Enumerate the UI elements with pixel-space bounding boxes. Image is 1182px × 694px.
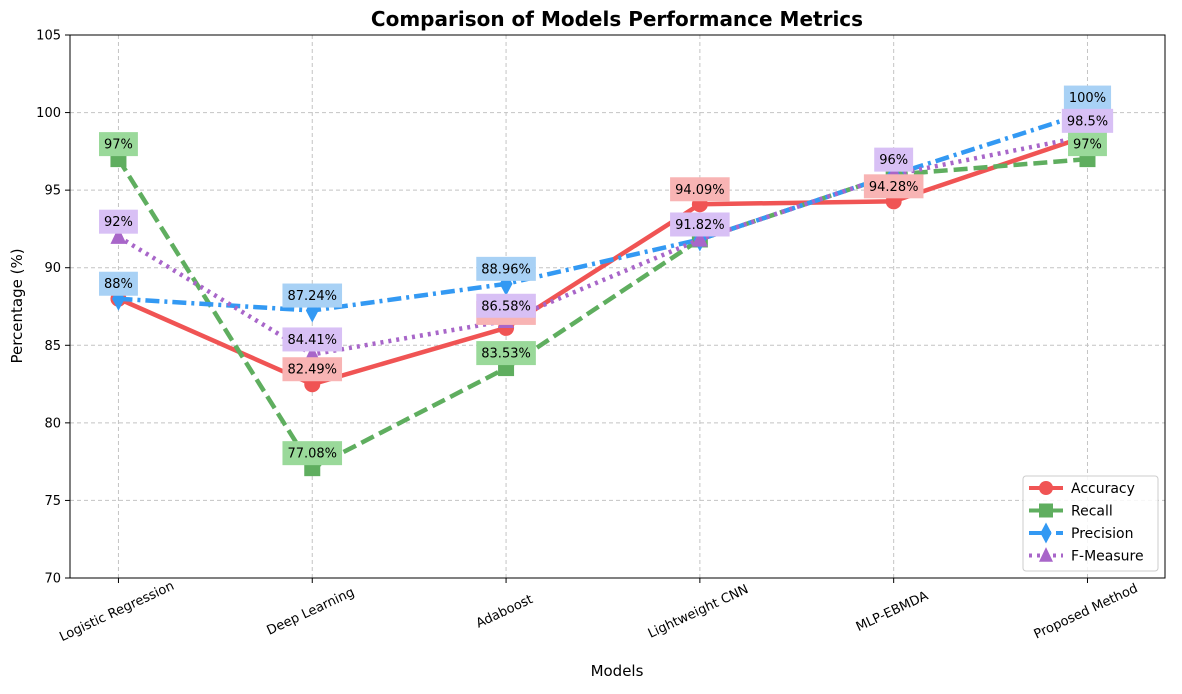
data-label-f-measure: 84.41% [287, 333, 337, 348]
series-line-f-measure [117, 133, 1088, 357]
point-f-measure [691, 229, 708, 247]
data-labels: 82.49%86.12%94.09%94.28%97%77.08%83.53%9… [98, 85, 1114, 466]
legend-label-accuracy: Accuracy [1071, 481, 1135, 497]
chart-title: Comparison of Models Performance Metrics [371, 7, 863, 31]
x-axis-label: Models [591, 662, 644, 680]
data-label-accuracy: 94.09% [675, 183, 725, 198]
x-tick-label: MLP-EBMDA [854, 589, 931, 635]
data-label-bg-precision [98, 271, 138, 296]
x-tick-label: Lightweight CNN [646, 582, 751, 642]
data-label-bg-recall [282, 441, 343, 466]
data-label-bg-f-measure [476, 293, 536, 318]
data-label-accuracy: 82.49% [287, 363, 337, 378]
data-label-recall: 97% [104, 138, 133, 153]
legend-label-f-measure: F-Measure [1071, 549, 1144, 565]
x-tick-label: Logistic Regression [57, 579, 176, 645]
data-label-bg-precision [1063, 85, 1112, 110]
grid [70, 35, 1165, 578]
data-label-bg-f-measure [1061, 108, 1114, 133]
legend-marker-accuracy [1039, 481, 1053, 495]
data-label-precision: 87.24% [287, 289, 337, 304]
series-line-accuracy [117, 133, 1089, 387]
data-label-bg-recall [98, 132, 138, 157]
data-label-precision: 88% [104, 277, 133, 292]
data-label-accuracy: 94.28% [869, 180, 919, 195]
y-tick-label: 105 [36, 29, 61, 44]
y-tick-label: 80 [44, 416, 61, 431]
data-label-f-measure: 98.5% [1067, 114, 1108, 129]
data-label-bg-recall [476, 341, 536, 366]
data-label-bg-accuracy [282, 357, 343, 382]
legend-label-precision: Precision [1071, 526, 1133, 542]
plot-frame [69, 34, 1166, 579]
y-tick-label: 95 [44, 184, 61, 199]
legend-marker-f-measure [1039, 547, 1053, 562]
y-tick-label: 90 [44, 261, 61, 276]
data-label-recall: 97% [1073, 138, 1102, 153]
data-label-bg-f-measure [282, 327, 343, 352]
data-label-recall: 83.53% [481, 347, 531, 362]
legend-box [1022, 475, 1159, 572]
x-tick-label: Proposed Method [1032, 581, 1141, 642]
data-label-f-measure: 91.82% [675, 218, 725, 233]
data-label-f-measure: 92% [104, 215, 133, 230]
x-tick-label: Adaboost [474, 592, 536, 631]
y-tick-label: 75 [44, 494, 61, 509]
data-label-bg-precision [282, 283, 343, 308]
data-label-bg-f-measure [670, 212, 730, 237]
data-label-bg-accuracy [670, 177, 730, 202]
data-label-bg-recall [1068, 132, 1107, 157]
data-label-bg-accuracy [863, 174, 924, 199]
data-label-bg-precision [476, 256, 536, 281]
series-line-precision [118, 110, 1089, 313]
y-axis-label: Percentage (%) [8, 248, 26, 363]
y-tick-label: 85 [44, 339, 61, 354]
data-label-f-measure: 96% [879, 153, 908, 168]
legend: Accuracy Recall Precision F-Measure [1022, 475, 1159, 572]
legend-label-recall: Recall [1071, 504, 1113, 520]
y-tick-label: 100 [36, 106, 61, 121]
series-line-recall [116, 156, 1088, 472]
legend-marker-precision [1040, 522, 1052, 544]
y-tick-label: 70 [44, 572, 61, 587]
data-label-f-measure: 86.58% [481, 299, 531, 314]
data-label-precision: 88.96% [481, 262, 531, 277]
series-lines [110, 100, 1096, 477]
data-label-recall: 77.08% [287, 447, 337, 462]
x-tick-label: Deep Learning [265, 585, 357, 639]
data-label-bg-f-measure [874, 147, 914, 172]
legend-marker-recall [1039, 503, 1053, 518]
point-f-measure [110, 227, 127, 244]
data-label-precision: 100% [1069, 91, 1106, 106]
data-label-bg-f-measure [98, 209, 138, 234]
